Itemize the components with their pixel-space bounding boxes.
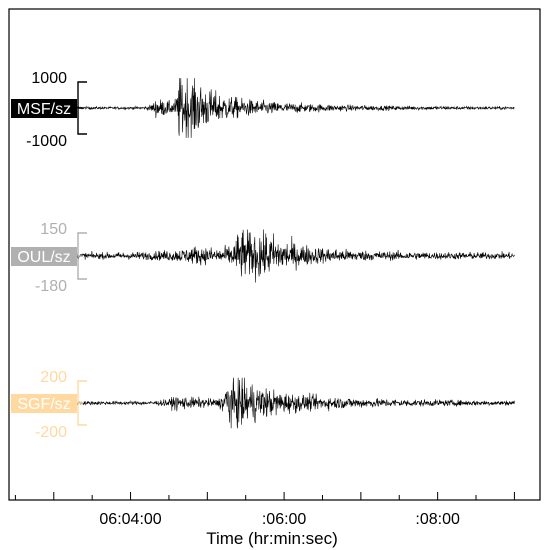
channel-label-box [11,247,77,266]
waveform-msf-sz [60,78,515,138]
x-axis: 06:04:00 :06:00 :08:00 [14,492,515,528]
waveform-sgf-sz [59,377,515,429]
x-axis-label: Time (hr:min:sec) [206,529,338,548]
y-axis-bracket [77,380,87,426]
y-tick-label: 150 [40,221,67,238]
channel-label-box [11,99,77,118]
channel-label-box [11,394,77,413]
channel-label: SGF/sz [17,396,70,413]
waveform-oul-sz [60,229,515,283]
traces-layer [59,78,515,429]
x-tick-label: :08:00 [415,511,460,528]
y-tick-label: 1000 [31,70,67,87]
channel-label: MSF/sz [17,101,71,118]
x-tick-label: 06:04:00 [99,511,161,528]
y-tick-label: -180 [35,278,67,295]
channel-labels-layer: 1000 -1000 MSF/sz 150 -180 OUL/sz 200 -200 SGF/s… [11,70,87,441]
channel-label: OUL/sz [17,249,70,266]
y-tick-label: 200 [40,369,67,386]
y-tick-label: -1000 [26,133,67,150]
y-tick-label: -200 [35,424,67,441]
y-axis-bracket [77,232,87,280]
y-axis-bracket [77,81,87,135]
x-tick-label: :06:00 [262,511,307,528]
